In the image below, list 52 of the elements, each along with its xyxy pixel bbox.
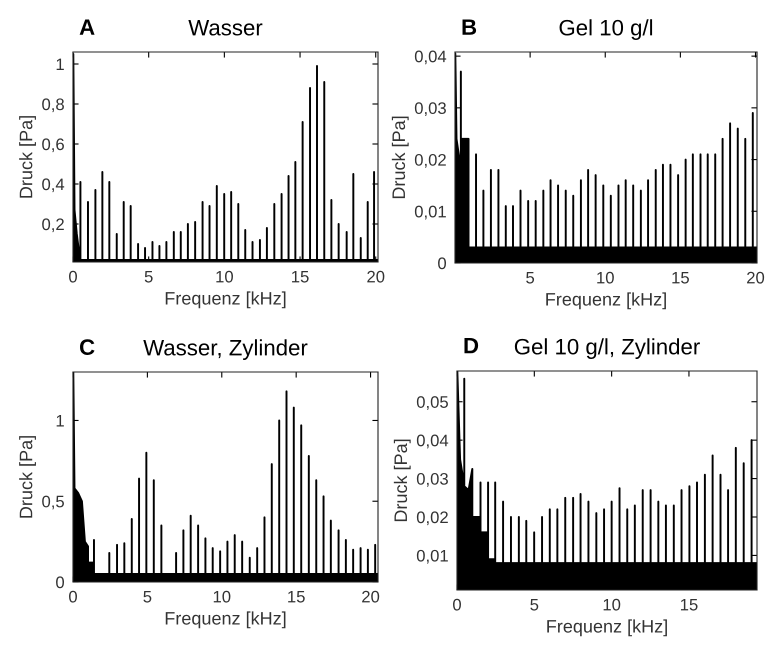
- y-tick-label: 0: [56, 576, 64, 588]
- x-tick-label: 15: [672, 272, 689, 284]
- y-axis-title: Druck [Pa]: [392, 116, 409, 198]
- x-axis-title: Frequenz [kHz]: [547, 619, 667, 636]
- x-tick-label: 0: [69, 270, 77, 283]
- x-tick-label: 15: [292, 270, 309, 283]
- y-axis-title: Druck [Pa]: [19, 116, 36, 198]
- y-axis-title: Druck [Pa]: [394, 440, 411, 522]
- text: D: [464, 338, 478, 354]
- y-tick-label: 0,01: [414, 206, 446, 220]
- x-axis-title: Frequenz [kHz]: [546, 292, 666, 310]
- x-tick-label: 20: [367, 270, 384, 283]
- y-tick-label: 0,05: [416, 396, 448, 410]
- x-tick-label: 10: [604, 598, 620, 611]
- chart-title: Wasser: [188, 20, 262, 36]
- y-tick-label: 0: [438, 257, 446, 270]
- chart-title: Gel 10 g/l, Zylinder: [514, 338, 700, 359]
- text: B: [462, 19, 476, 35]
- x-tick-label: 15: [288, 590, 305, 603]
- y-tick-label: 0,02: [414, 154, 446, 168]
- y-tick-label: 1: [56, 415, 64, 426]
- x-tick-label: 0: [453, 598, 461, 611]
- text: A: [80, 20, 95, 35]
- y-tick-label: 0,02: [416, 511, 448, 526]
- x-tick-label: 10: [597, 272, 614, 284]
- x-tick-label: 10: [214, 590, 230, 603]
- text: C: [80, 339, 95, 356]
- y-tick-label: 0,2: [42, 218, 64, 232]
- x-tick-label: 15: [680, 598, 698, 611]
- x-tick-label: 20: [362, 590, 380, 603]
- y-tick-label: 0,03: [414, 102, 446, 116]
- y-axis-title: Druck [Pa]: [19, 436, 36, 518]
- x-tick-label: 5: [143, 590, 152, 603]
- y-tick-label: 0,8: [42, 98, 64, 112]
- x-tick-label: 10: [216, 270, 233, 283]
- x-axis-title: Frequenz [kHz]: [166, 291, 286, 308]
- y-tick-label: 0,01: [416, 550, 448, 564]
- y-tick-label: 0,04: [416, 434, 448, 448]
- chart-title: Gel 10 g/l: [560, 19, 652, 40]
- x-tick-label: 0: [69, 590, 77, 603]
- y-tick-label: 0,6: [42, 138, 64, 152]
- y-tick-label: 1: [56, 58, 64, 70]
- y-tick-label: 0,03: [416, 472, 448, 487]
- x-axis-title: Frequenz [kHz]: [166, 611, 286, 628]
- y-tick-label: 0,4: [42, 178, 64, 192]
- x-tick-label: 5: [144, 270, 153, 283]
- y-tick-label: 0,04: [414, 50, 446, 64]
- x-tick-label: 20: [747, 272, 764, 284]
- x-tick-label: 5: [526, 272, 534, 284]
- x-tick-label: 5: [530, 598, 538, 611]
- y-tick-label: 0,5: [42, 496, 64, 510]
- chart-title: Wasser, Zylinder: [143, 339, 308, 360]
